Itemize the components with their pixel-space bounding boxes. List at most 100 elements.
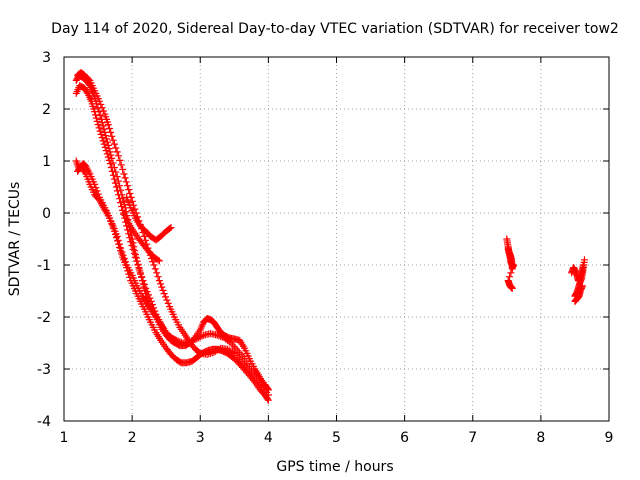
data-point (140, 281, 148, 288)
x-tick-label: 9 (605, 430, 614, 446)
data-point (172, 336, 180, 344)
data-point (128, 197, 136, 205)
data-point (136, 269, 144, 277)
data-point (107, 164, 115, 171)
data-point (107, 128, 115, 136)
data-point (95, 124, 103, 132)
x-axis-title: GPS time / hours (276, 459, 393, 475)
data-point (120, 255, 128, 262)
data-point (114, 236, 122, 244)
data-point (95, 97, 103, 105)
y-tick-labels: -4 -3 -2 -1 0 1 2 3 (37, 50, 51, 430)
data-point (129, 245, 137, 253)
data-point (166, 224, 174, 232)
data-point (580, 256, 588, 264)
data-point (164, 299, 172, 307)
data-point (249, 376, 257, 384)
data-point (94, 121, 102, 129)
data-point (92, 114, 100, 122)
data-point (133, 257, 141, 265)
data-point (115, 152, 122, 160)
data-point (104, 153, 112, 161)
data-point (119, 165, 127, 173)
y-tick-label: 1 (42, 154, 51, 170)
data-point (154, 273, 162, 281)
data-point (117, 244, 125, 252)
data-point (102, 132, 110, 140)
x-tick-label: 6 (400, 430, 409, 446)
data-point (139, 277, 147, 285)
y-tick-label: -4 (37, 414, 51, 430)
data-point (121, 258, 129, 266)
data-point (98, 104, 106, 112)
data-point (138, 273, 146, 281)
series-track-h (503, 235, 518, 292)
data-point (149, 258, 157, 266)
data-point (100, 140, 108, 148)
data-point (98, 134, 106, 142)
data-point (108, 167, 116, 175)
data-point (122, 178, 130, 186)
data-point (105, 125, 113, 132)
data-point (108, 132, 116, 140)
data-point (140, 232, 148, 240)
data-point (264, 396, 272, 404)
data-point (113, 232, 121, 240)
data-point (264, 395, 272, 403)
data-point (198, 332, 206, 340)
data-point (127, 238, 135, 246)
x-tick-label: 8 (536, 430, 545, 446)
data-point (508, 265, 516, 273)
x-tick-label: 2 (128, 430, 137, 446)
data-point (103, 150, 111, 158)
data-point (191, 336, 199, 344)
data-point (508, 284, 516, 292)
data-point (159, 286, 167, 294)
data-point (157, 280, 165, 288)
y-tick-label: 0 (42, 206, 51, 222)
x-tick-labels: 1 2 3 4 5 6 7 8 9 (60, 430, 614, 446)
data-point (215, 332, 223, 340)
data-point (92, 184, 100, 192)
x-tick-label: 7 (468, 430, 477, 446)
x-tick-label: 3 (196, 430, 205, 446)
data-point (106, 160, 114, 168)
data-point (119, 194, 127, 202)
data-point (112, 144, 120, 152)
series-track-f (123, 193, 175, 244)
data-point (118, 203, 126, 210)
data-point (151, 265, 159, 273)
data-point (121, 174, 129, 182)
data-point (125, 230, 133, 238)
data-point (93, 187, 101, 195)
data-point (115, 191, 122, 199)
data-point (155, 277, 163, 285)
data-point (142, 284, 150, 292)
data-point (160, 290, 168, 298)
data-point (159, 323, 167, 331)
data-point (100, 107, 108, 115)
data-point (120, 197, 128, 205)
series-track-c (74, 69, 272, 399)
data-point (174, 337, 182, 345)
data-point (116, 195, 124, 203)
y-tick-label: 2 (42, 102, 51, 118)
data-point (578, 282, 586, 290)
data-point (167, 224, 175, 232)
series-track-e (74, 162, 167, 331)
data-point (126, 234, 134, 242)
data-point (91, 108, 99, 116)
data-point (124, 182, 132, 190)
data-point (110, 175, 118, 183)
data-point (120, 170, 128, 178)
data-point (225, 338, 233, 346)
series-track-g (120, 209, 163, 265)
data-point (217, 333, 225, 340)
data-point (117, 186, 125, 194)
data-point (132, 253, 140, 261)
data-point (112, 183, 120, 191)
data-point (119, 251, 127, 259)
data-point (96, 127, 104, 135)
data-point (116, 182, 124, 190)
data-point (105, 156, 113, 164)
